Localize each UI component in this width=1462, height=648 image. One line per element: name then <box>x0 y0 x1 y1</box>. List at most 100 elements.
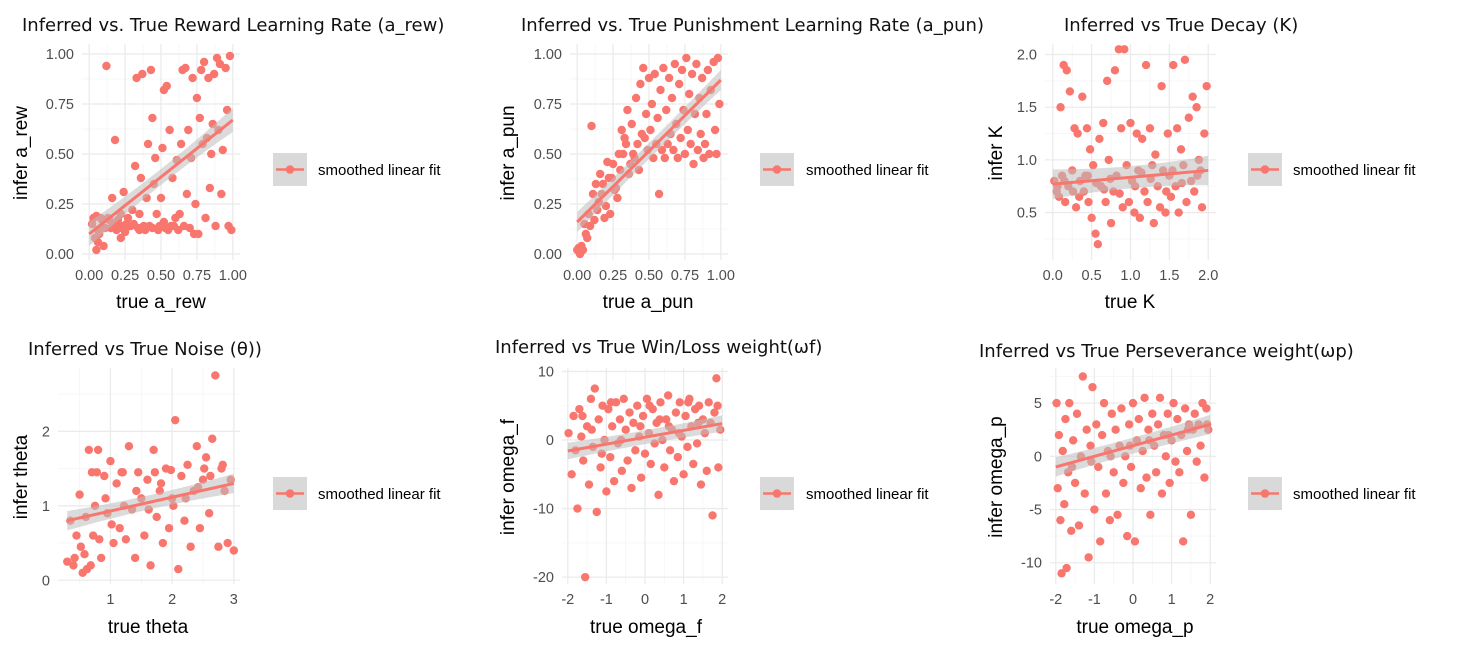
data-point <box>1134 414 1143 424</box>
y-tick-label: 2 <box>42 424 50 440</box>
data-point <box>1196 441 1205 450</box>
data-point <box>1151 150 1160 159</box>
y-axis-label: infer omega_p <box>986 416 1007 537</box>
legend-label: smoothed linear fit <box>806 162 929 179</box>
data-point <box>708 511 717 520</box>
data-point <box>124 442 134 451</box>
data-point <box>96 553 106 563</box>
data-point <box>186 542 195 551</box>
y-tick-label: 10 <box>538 364 554 380</box>
data-point <box>1078 372 1088 381</box>
x-tick-label: 2.0 <box>1198 268 1218 284</box>
data-point <box>1071 203 1081 212</box>
data-point <box>95 535 104 544</box>
data-point <box>714 463 723 472</box>
data-point <box>591 179 601 189</box>
data-point <box>158 538 168 548</box>
data-point <box>1180 404 1190 413</box>
data-point <box>100 471 109 481</box>
legend-key-point <box>772 165 782 174</box>
data-point <box>148 113 157 123</box>
data-point <box>169 221 179 231</box>
data-point <box>1173 414 1182 424</box>
data-point <box>1072 409 1082 418</box>
data-point <box>669 145 678 155</box>
x-tick-label: 1 <box>106 592 114 608</box>
data-point <box>575 249 585 259</box>
data-point <box>607 422 617 431</box>
data-point <box>146 561 155 570</box>
fit-line <box>1052 168 1209 186</box>
data-point <box>1123 531 1132 541</box>
data-point <box>584 480 594 489</box>
data-point <box>1056 103 1065 112</box>
data-point <box>569 411 578 421</box>
data-point <box>697 73 707 83</box>
fit-line <box>576 78 722 224</box>
data-point <box>659 63 668 73</box>
data-point <box>156 479 166 488</box>
data-point <box>579 456 588 465</box>
data-point <box>151 153 160 163</box>
data-point <box>130 161 140 171</box>
data-point <box>112 479 121 488</box>
data-point <box>1087 213 1096 223</box>
legend-label: smoothed linear fit <box>1293 162 1416 179</box>
data-point <box>1102 76 1112 86</box>
data-point <box>194 229 203 239</box>
data-point <box>63 557 72 566</box>
data-point <box>660 463 669 472</box>
data-point <box>183 460 192 470</box>
data-point <box>166 465 176 475</box>
y-tick-label: 2.0 <box>1017 48 1037 64</box>
data-point <box>604 404 613 414</box>
data-point <box>1080 489 1089 498</box>
data-point <box>623 456 632 465</box>
data-point <box>118 221 127 231</box>
data-point <box>102 61 111 71</box>
plot-area <box>570 44 728 260</box>
data-point <box>1145 124 1155 133</box>
data-point <box>180 516 189 525</box>
y-tick-label: -10 <box>1021 556 1042 572</box>
data-point <box>613 193 622 203</box>
data-point <box>592 507 601 517</box>
data-point <box>692 439 702 448</box>
data-point <box>633 139 642 149</box>
x-axis-label: true theta <box>108 617 189 638</box>
data-point <box>1188 92 1197 101</box>
x-tick-label: 1 <box>1168 592 1176 608</box>
data-point <box>140 531 149 540</box>
data-point <box>684 398 693 407</box>
data-point <box>590 384 600 393</box>
data-point <box>642 394 652 404</box>
y-tick-label: 0.50 <box>46 147 74 163</box>
data-point <box>176 139 186 149</box>
data-point <box>1104 155 1113 165</box>
data-point <box>1085 145 1095 154</box>
data-point <box>687 69 697 79</box>
legend-key-point <box>1260 489 1270 498</box>
data-point <box>211 371 220 380</box>
y-tick-label: 0.00 <box>534 247 562 263</box>
data-point <box>1144 425 1153 434</box>
data-point <box>146 65 156 75</box>
y-axis-label: infer K <box>986 125 1007 180</box>
data-point <box>645 401 654 410</box>
x-tick-label: 2 <box>718 592 726 608</box>
data-point <box>614 149 624 159</box>
data-point <box>101 494 110 503</box>
panel-title: Inferred vs. True Punishment Learning Ra… <box>521 15 984 36</box>
data-point <box>1095 134 1104 144</box>
data-point <box>715 99 724 109</box>
data-point <box>660 153 669 163</box>
y-tick-label: -5 <box>1029 503 1042 519</box>
data-point <box>575 404 584 414</box>
data-point <box>1119 478 1128 488</box>
x-axis-label: true omega_p <box>1076 617 1193 638</box>
data-point <box>1182 197 1191 207</box>
data-point <box>106 456 115 466</box>
data-point <box>1065 87 1075 96</box>
data-point <box>123 213 133 223</box>
data-point <box>109 538 118 548</box>
